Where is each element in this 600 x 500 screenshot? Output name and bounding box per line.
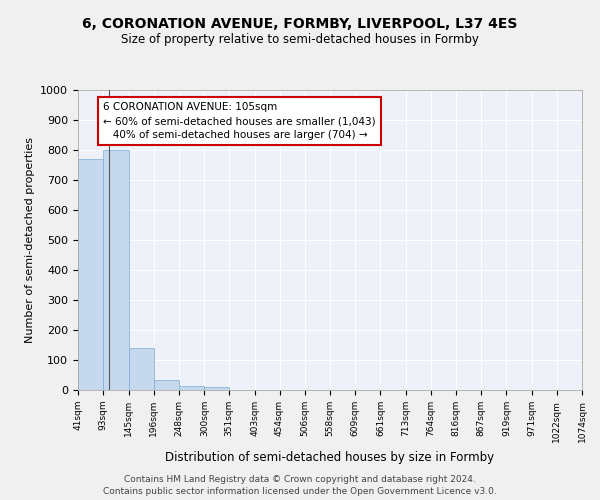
- Bar: [103, 150, 129, 390]
- Bar: [78, 159, 103, 390]
- Y-axis label: Number of semi-detached properties: Number of semi-detached properties: [25, 137, 35, 343]
- Text: Distribution of semi-detached houses by size in Formby: Distribution of semi-detached houses by …: [166, 451, 494, 464]
- Bar: [129, 348, 154, 390]
- Bar: [205, 387, 229, 390]
- Text: 6, CORONATION AVENUE, FORMBY, LIVERPOOL, L37 4ES: 6, CORONATION AVENUE, FORMBY, LIVERPOOL,…: [82, 18, 518, 32]
- Text: Size of property relative to semi-detached houses in Formby: Size of property relative to semi-detach…: [121, 32, 479, 46]
- Text: Contains HM Land Registry data © Crown copyright and database right 2024.: Contains HM Land Registry data © Crown c…: [124, 474, 476, 484]
- Bar: [179, 386, 205, 390]
- Bar: [154, 380, 179, 390]
- Text: 6 CORONATION AVENUE: 105sqm
← 60% of semi-detached houses are smaller (1,043)
  : 6 CORONATION AVENUE: 105sqm ← 60% of sem…: [103, 102, 376, 140]
- Text: Contains public sector information licensed under the Open Government Licence v3: Contains public sector information licen…: [103, 486, 497, 496]
